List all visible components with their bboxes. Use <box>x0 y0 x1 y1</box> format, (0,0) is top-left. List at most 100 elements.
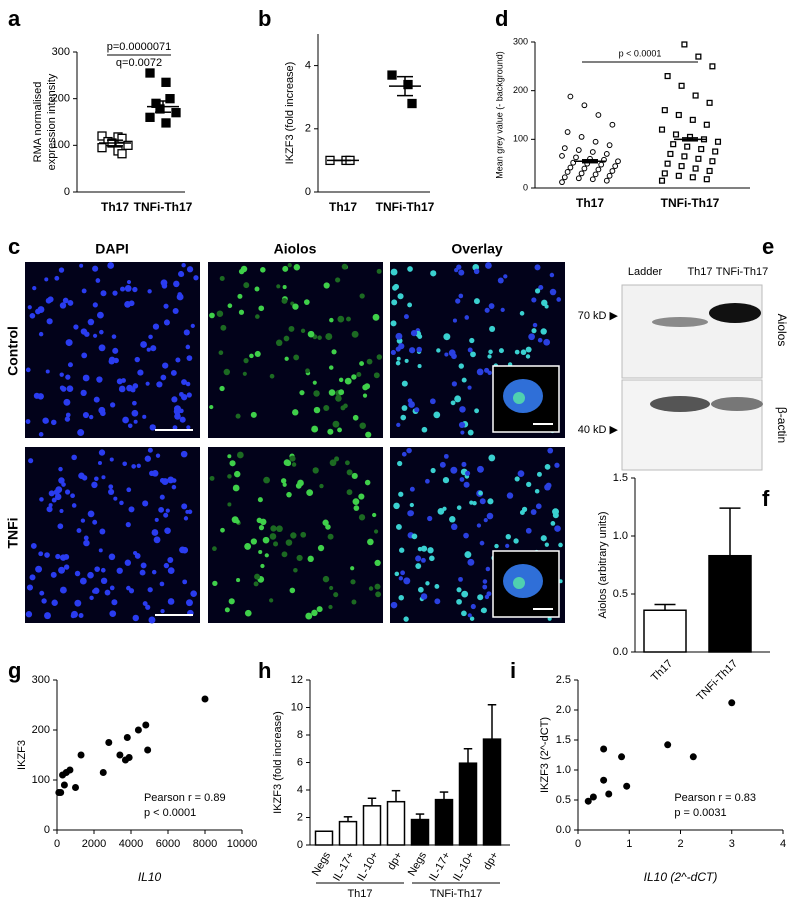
cell <box>544 542 549 547</box>
cell <box>29 312 36 319</box>
cell <box>165 508 170 513</box>
row-label: TNFi <box>5 517 21 548</box>
cell <box>220 527 225 533</box>
point <box>664 160 671 167</box>
cell <box>132 286 138 293</box>
x-tick-label: TNFi-Th17 <box>695 658 741 704</box>
point <box>703 176 710 183</box>
cell <box>293 354 300 361</box>
y-axis-label: Mean grey value (- background) <box>494 51 504 179</box>
cell <box>170 370 177 376</box>
point <box>564 169 571 175</box>
y-tick-label: 1.0 <box>613 530 628 542</box>
cell <box>108 553 116 561</box>
point <box>709 158 716 165</box>
cell <box>109 610 117 617</box>
cell <box>443 453 449 459</box>
cell <box>158 506 165 513</box>
point <box>387 70 397 80</box>
panel-letter: f <box>762 486 770 511</box>
point <box>584 797 592 805</box>
cell <box>476 523 482 528</box>
cell <box>467 558 475 566</box>
cell <box>133 550 138 556</box>
cell <box>181 263 186 268</box>
y-tick-label: 10 <box>291 701 303 713</box>
x-tick-label: Th17 <box>576 196 604 210</box>
cell <box>540 535 547 542</box>
column-header: Overlay <box>451 241 503 257</box>
cell <box>395 332 403 340</box>
cell <box>71 454 77 461</box>
cell <box>311 425 319 433</box>
cell <box>534 288 541 294</box>
cell <box>137 369 144 376</box>
cell <box>317 544 325 552</box>
cell <box>520 349 527 356</box>
cell <box>398 576 403 581</box>
cell <box>395 360 401 366</box>
point <box>581 165 588 172</box>
cell <box>151 569 157 575</box>
cell <box>479 498 486 505</box>
cell <box>401 380 408 387</box>
cell <box>366 358 373 365</box>
cell <box>150 345 157 352</box>
cell <box>292 409 299 416</box>
cell <box>538 284 544 291</box>
cell <box>460 430 465 435</box>
point <box>592 138 599 145</box>
cell <box>99 329 104 335</box>
cell <box>160 374 167 381</box>
point <box>678 82 685 89</box>
point <box>97 143 107 153</box>
cell <box>467 347 473 353</box>
cell <box>250 411 257 418</box>
point <box>581 102 588 109</box>
cell <box>87 318 95 326</box>
y-tick-label: 300 <box>52 46 70 58</box>
cell <box>97 311 104 319</box>
cell <box>87 571 94 579</box>
x-tick-label: IL-17+ <box>331 850 357 883</box>
cell <box>346 469 353 476</box>
cell <box>154 517 159 522</box>
cell <box>328 365 334 370</box>
cell <box>50 419 57 426</box>
cell <box>93 396 100 403</box>
cell <box>514 349 520 355</box>
cell <box>220 324 227 331</box>
cell <box>401 451 407 457</box>
cell <box>403 616 409 622</box>
cell <box>346 316 351 322</box>
cell <box>234 470 241 478</box>
cell <box>420 593 428 600</box>
cell <box>425 581 430 586</box>
x-tick-label: TNFi-Th17 <box>661 196 720 210</box>
cell <box>95 278 101 283</box>
y-tick-label: 4 <box>305 60 311 72</box>
cell <box>148 616 156 624</box>
cell <box>282 482 287 487</box>
point <box>125 754 133 761</box>
cell <box>175 357 181 363</box>
band <box>650 396 710 412</box>
cell <box>257 497 263 503</box>
micrographs <box>25 262 565 624</box>
cell <box>514 476 520 482</box>
point <box>712 148 719 155</box>
cell <box>46 506 53 513</box>
cell <box>227 474 232 479</box>
band <box>709 303 761 323</box>
cell <box>474 408 480 414</box>
x-tick-label: Th17 <box>329 200 357 214</box>
point <box>623 782 631 790</box>
y-tick-label: 1.5 <box>556 734 571 746</box>
y-tick-label: 12 <box>291 674 303 686</box>
cell <box>111 599 118 606</box>
cell <box>25 419 31 424</box>
cell <box>190 323 195 328</box>
cell <box>171 484 177 490</box>
point <box>165 94 175 104</box>
cell <box>140 562 147 569</box>
